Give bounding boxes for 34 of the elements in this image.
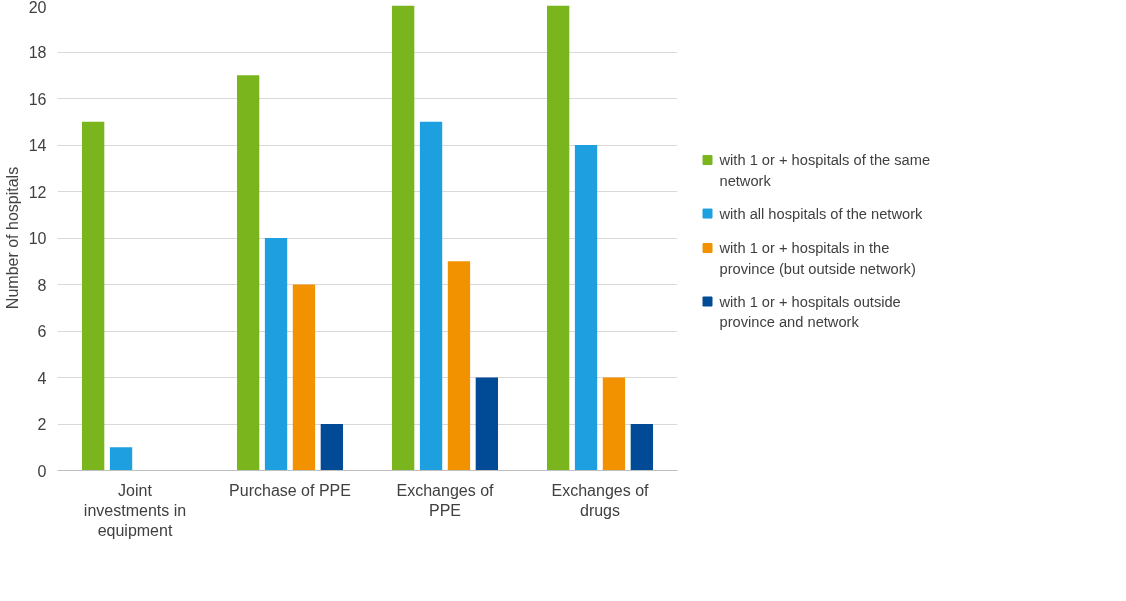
y-tick-label: 12 [28, 183, 47, 201]
y-tick-label: 4 [37, 369, 47, 387]
bar [602, 377, 626, 471]
x-tick-label: Joint investments in equipment [83, 481, 187, 540]
y-tick-label: 2 [37, 416, 47, 433]
legend-label: with 1 or + hospitals of the same network [718, 152, 931, 189]
legend-label: with 1 or + hospitals in the province (but outside network) [718, 240, 916, 277]
bar [236, 75, 260, 471]
x-tick-label: Exchanges of drugs [551, 481, 650, 519]
bar [109, 447, 133, 471]
bar [574, 145, 598, 471]
y-axis-title: Number of hospitals [3, 166, 21, 310]
y-tick-label: 14 [28, 137, 47, 154]
bar [292, 284, 316, 471]
bar [630, 424, 654, 471]
bar [475, 377, 499, 471]
legend-label: with all hospitals of the network [718, 205, 924, 222]
x-tick-label: Exchanges of PPE [396, 481, 495, 519]
bar [419, 121, 443, 471]
y-tick-label: 10 [28, 230, 47, 247]
y-tick-label: 0 [37, 462, 47, 480]
bar [447, 261, 471, 471]
y-tick-label: 18 [28, 44, 47, 61]
bar [546, 5, 570, 471]
y-tick-label: 6 [37, 323, 47, 340]
bar [320, 424, 344, 471]
x-tick-label: Purchase of PPE [229, 481, 351, 499]
y-tick-label: 16 [28, 90, 47, 108]
y-tick-label: 8 [37, 276, 47, 294]
bar [81, 121, 105, 471]
bar [264, 238, 288, 471]
legend-label: with 1 or + hospitals outside province and network [718, 293, 901, 331]
bar [391, 5, 415, 471]
y-tick-label: 20 [28, 0, 47, 16]
